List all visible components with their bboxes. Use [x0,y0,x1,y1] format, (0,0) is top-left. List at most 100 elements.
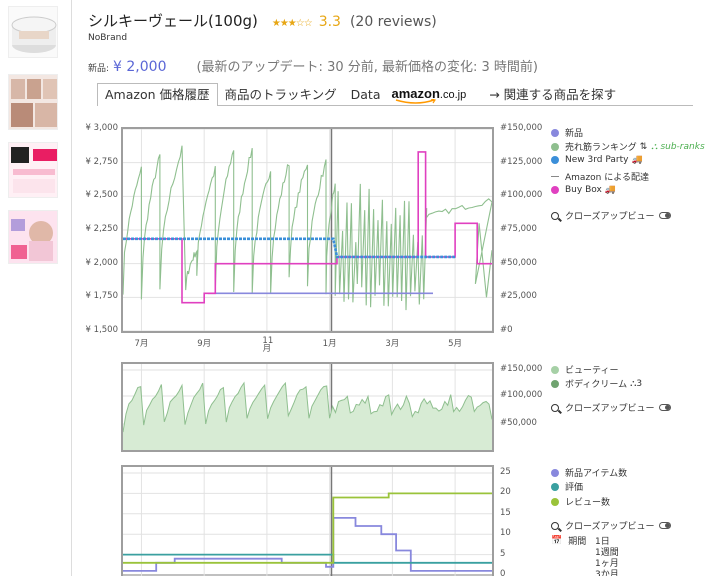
amazon-logo-suffix: .co.jp [439,89,467,101]
rating-dot-icon [551,482,559,491]
price-y-tick: ¥ 2,250 [85,224,118,234]
legend-new[interactable]: 新品 [551,126,583,139]
period-selector: 📅 期間 [551,534,587,548]
toggle-icon[interactable] [658,522,671,529]
price-y-tick: ¥ 2,750 [85,156,118,167]
sub-ranks-link[interactable]: ⛬ sub-ranks [651,141,705,152]
sort-icon[interactable]: ⇅ [639,141,648,152]
close-up-view-toggle-2[interactable]: クローズアップビュー [551,401,671,414]
amazon-logo-main: amazon [391,86,440,101]
count-y-tick: 5 [500,548,506,559]
count-chart-frame[interactable] [121,465,494,576]
rank-y-tick: #125,000 [500,156,543,167]
tab-product-tracking[interactable]: 商品のトラッキング [224,86,337,102]
legend-third-party-label: New 3rd Party [565,155,629,165]
hierarchy-icon: ⛬ [630,378,637,389]
toggle-icon[interactable] [658,404,671,411]
legend-third-party[interactable]: New 3rd Party 🚚 [551,155,643,165]
product-thumbnail-4[interactable] [8,210,58,264]
search-icon [551,403,559,412]
legend-new-count-label: 新品アイテム数 [565,469,628,479]
buy-box-dot-icon [551,186,559,194]
search-icon [551,211,559,220]
count-y-tick: 15 [500,507,511,518]
rank-chart-frame[interactable] [121,362,494,452]
close-up-view-toggle-1[interactable]: クローズアップビュー [551,209,671,222]
star-rating-icon: ★★★☆☆ [271,18,313,29]
legend-rating[interactable]: 評価 [551,480,583,493]
body-cream-dot-icon [551,379,559,388]
close-up-label: クローズアップビュー [565,522,655,532]
product-thumbnail-1[interactable] [8,6,58,58]
sales-rank-dot-icon [551,142,559,151]
legend-review-count[interactable]: レビュー数 [551,495,610,508]
rank-y-tick: #25,000 [500,291,537,302]
rank-chart-legend: ビューティー ボディクリーム ⛬ 3 クローズアップビュー [551,363,720,419]
price-label: 新品: [88,64,110,74]
calendar-icon: 📅 [551,535,563,546]
legend-body-cream-label: ボディクリーム [565,380,628,390]
rank-y-tick: #100,000 [500,190,543,201]
price-y-tick: ¥ 1,750 [85,291,118,302]
legend-beauty-label: ビューティー [565,366,619,376]
brand-name: NoBrand [88,33,128,43]
x-tick-label: 11月 [262,336,274,354]
review-count-dot-icon [551,497,559,506]
count-y-tick: 20 [500,487,511,498]
product-thumbnail-2[interactable] [8,74,58,130]
period-label: 期間 [568,537,587,547]
price-row: 新品: ¥ 2,000 (最新のアップデート: 30 分前, 最新価格の変化: … [88,56,538,76]
period-option-3m[interactable]: 3か月 [595,570,619,576]
legend-sales-rank[interactable]: 売れ筋ランキング ⇅ ⛬ sub-ranks [551,140,705,153]
price-y-tick: ¥ 3,000 [85,123,118,133]
truck-icon: 🚚 [604,185,617,195]
legend-new-count[interactable]: 新品アイテム数 [551,466,627,479]
rank-y-tick: #150,000 [500,123,543,133]
new-dot-icon [551,128,559,137]
rank-y-tick: #100,000 [500,390,543,400]
series-line-レビュー数 [123,492,492,564]
sales-rank-line [123,145,492,311]
product-title: シルキーヴェール(100g) [88,12,258,30]
price-chart-frame[interactable] [121,127,494,333]
tab-related-products[interactable]: → 関連する商品を探す [489,86,617,102]
product-thumbnail-3[interactable] [8,142,58,198]
count-chart-svg [123,467,492,576]
legend-buy-box-label: Buy Box [565,185,602,195]
rank-chart-svg [123,364,492,450]
beauty-dot-icon [551,365,559,374]
amazon-logo[interactable]: amazon.co.jp [391,85,467,104]
legend-buy-box[interactable]: Buy Box 🚚 [551,185,616,195]
toggle-icon[interactable] [658,212,671,219]
price-value: ¥ 2,000 [113,59,167,75]
tab-data[interactable]: Data [350,86,381,102]
period-option-1w[interactable]: 1週間 [595,548,619,558]
truck-icon: 🚚 [631,155,643,165]
review-count-link[interactable]: (20 reviews) [349,14,437,30]
price-y-tick: ¥ 2,500 [85,190,118,201]
x-tick-label: 3月 [385,339,400,349]
price-y-tick: ¥ 1,500 [85,325,118,335]
search-icon [551,521,559,530]
count-y-tick: 10 [500,528,511,539]
price-y-tick: ¥ 2,000 [85,257,118,268]
body-cream-rank-line [123,381,492,433]
count-chart-legend: 新品アイテム数 評価 レビュー数 クローズアップビュー 📅 期間 1日 1週間 … [551,466,720,576]
legend-amazon-shipping[interactable]: Amazon による配達 [551,170,649,183]
legend-body-cream[interactable]: ボディクリーム ⛬ 3 [551,377,642,390]
legend-beauty[interactable]: ビューティー [551,363,618,376]
tab-bar: Amazon 価格履歴 商品のトラッキング Data amazon.co.jp … [97,83,693,106]
legend-review-count-label: レビュー数 [565,498,611,508]
new-count-dot-icon [551,468,559,477]
rank-y-tick: #75,000 [500,224,537,234]
close-up-label: クローズアップビュー [565,212,655,222]
period-option-1d[interactable]: 1日 [595,537,610,547]
dash-icon [551,176,559,177]
period-option-1m[interactable]: 1ヶ月 [595,559,619,569]
legend-amazon-shipping-label: Amazon による配達 [565,173,649,183]
close-up-view-toggle-3[interactable]: クローズアップビュー [551,519,671,532]
tab-price-history[interactable]: Amazon 価格履歴 [97,83,218,106]
rank-y-tick: #50,000 [500,418,537,428]
third-party-dot-icon [551,156,559,164]
x-tick-label: 7月 [134,339,149,349]
